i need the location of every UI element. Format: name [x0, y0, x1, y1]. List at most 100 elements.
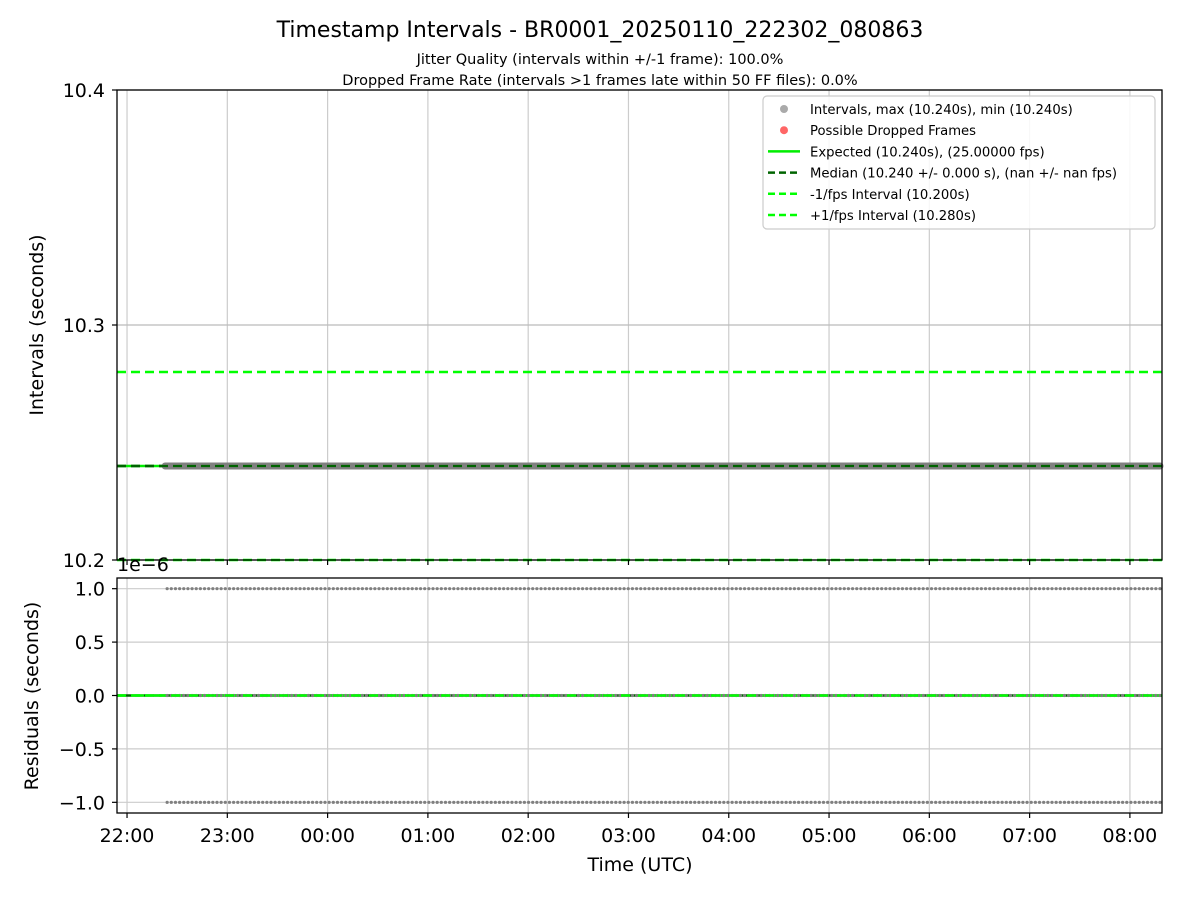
residual-point	[493, 587, 497, 591]
residual-point	[630, 800, 635, 804]
residual-point	[340, 800, 344, 804]
residual-point	[331, 800, 335, 804]
legend-marker	[780, 126, 788, 135]
residual-point	[547, 800, 551, 804]
residual-point	[755, 693, 759, 698]
residual-point	[809, 587, 813, 591]
residual-point	[315, 587, 319, 591]
residual-point	[211, 800, 215, 804]
x-tick-label: 04:00	[701, 825, 756, 847]
residual-point	[560, 800, 564, 804]
residual-point	[759, 587, 763, 591]
residual-point	[1029, 800, 1033, 804]
residual-point	[709, 800, 713, 804]
residual-point	[796, 587, 801, 591]
residual-point	[298, 587, 302, 591]
residual-point	[364, 800, 369, 804]
residual-point	[1129, 800, 1133, 804]
residual-point	[634, 587, 639, 591]
residual-point	[348, 800, 352, 804]
residual-point	[539, 800, 543, 804]
residual-point	[522, 587, 527, 591]
residual-point	[202, 587, 207, 591]
residual-point	[323, 587, 327, 591]
bottom-y-tick-label: −0.5	[59, 739, 105, 761]
residual-point	[389, 800, 394, 804]
residual-point	[722, 587, 726, 591]
residual-point	[435, 800, 439, 804]
residual-point	[477, 800, 481, 804]
residual-point	[817, 800, 821, 804]
residual-point	[896, 800, 900, 804]
residual-point	[772, 587, 776, 591]
residual-point	[232, 800, 236, 804]
residual-point	[377, 800, 381, 804]
residual-point	[709, 587, 713, 591]
residual-point	[302, 587, 306, 591]
residual-point	[817, 587, 821, 591]
residual-point	[1108, 800, 1112, 804]
residual-point	[713, 800, 718, 804]
residual-point	[784, 800, 788, 804]
residual-point	[526, 800, 531, 804]
residual-point	[281, 587, 286, 591]
residual-point	[1042, 800, 1046, 804]
residual-point	[838, 800, 842, 804]
residual-point	[398, 587, 402, 591]
residual-point	[497, 800, 502, 804]
residual-point	[672, 693, 676, 698]
residual-point	[1112, 800, 1116, 804]
residual-point	[1033, 800, 1037, 804]
residual-point	[439, 800, 443, 804]
residual-point	[356, 587, 360, 591]
residual-point	[423, 587, 427, 591]
residual-point	[485, 800, 489, 804]
residual-point	[875, 800, 880, 804]
residual-point	[335, 800, 340, 804]
residual-point	[1012, 693, 1017, 698]
residual-point	[875, 587, 880, 591]
x-tick-label: 03:00	[601, 825, 656, 847]
residual-point	[219, 693, 223, 698]
residual-point	[958, 693, 963, 698]
residual-point	[1025, 587, 1029, 591]
residual-point	[904, 800, 909, 804]
residual-point	[913, 587, 917, 591]
residual-point	[556, 800, 560, 804]
residual-point	[173, 800, 178, 804]
residual-point	[1033, 587, 1037, 591]
residual-point	[1112, 587, 1116, 591]
residual-point	[634, 800, 639, 804]
residual-point	[539, 693, 543, 698]
residual-point	[269, 693, 273, 698]
residual-point	[693, 587, 697, 591]
residual-point	[1008, 693, 1013, 698]
residual-point	[946, 587, 950, 591]
residual-point	[165, 587, 169, 591]
residual-point	[950, 587, 954, 591]
residual-point	[219, 800, 223, 804]
residual-point	[655, 587, 659, 591]
residual-point	[639, 800, 643, 804]
residual-point	[1121, 693, 1125, 698]
residual-point	[680, 800, 684, 804]
residual-point	[443, 800, 448, 804]
residual-point	[431, 693, 435, 698]
residual-point	[273, 693, 277, 698]
residual-point	[892, 800, 896, 804]
residual-point	[398, 693, 402, 698]
residual-point	[506, 800, 510, 804]
residual-point	[207, 800, 211, 804]
residual-point	[788, 587, 792, 591]
residual-point	[1000, 800, 1004, 804]
x-tick-label: 01:00	[401, 825, 456, 847]
residual-point	[248, 800, 252, 804]
residual-point	[1116, 587, 1121, 591]
residual-point	[294, 693, 298, 698]
residual-point	[726, 587, 730, 591]
residual-point	[1050, 800, 1054, 804]
residual-point	[327, 587, 331, 591]
residual-point	[605, 800, 610, 804]
residual-point	[967, 587, 971, 591]
